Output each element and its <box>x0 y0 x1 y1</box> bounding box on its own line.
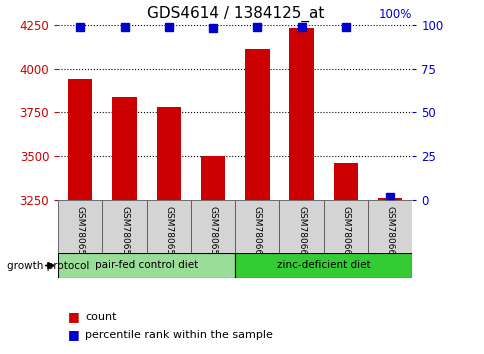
Text: ■: ■ <box>68 328 79 341</box>
Text: GSM780656: GSM780656 <box>76 206 85 261</box>
Text: GSM780662: GSM780662 <box>341 206 349 261</box>
Bar <box>200 156 225 200</box>
Text: percentile rank within the sample: percentile rank within the sample <box>85 330 272 339</box>
FancyBboxPatch shape <box>367 200 411 253</box>
Text: GSM780658: GSM780658 <box>164 206 173 261</box>
Text: GSM780660: GSM780660 <box>252 206 261 261</box>
Text: pair-fed control diet: pair-fed control diet <box>95 261 198 270</box>
Text: count: count <box>85 312 116 322</box>
FancyBboxPatch shape <box>235 200 279 253</box>
FancyBboxPatch shape <box>146 200 191 253</box>
FancyBboxPatch shape <box>191 200 235 253</box>
FancyBboxPatch shape <box>235 253 411 278</box>
FancyBboxPatch shape <box>323 200 367 253</box>
Text: growth protocol: growth protocol <box>7 261 90 271</box>
FancyBboxPatch shape <box>102 200 146 253</box>
Title: GDS4614 / 1384125_at: GDS4614 / 1384125_at <box>146 6 323 22</box>
Text: GSM780659: GSM780659 <box>208 206 217 261</box>
Text: GSM780661: GSM780661 <box>297 206 305 261</box>
Text: zinc-deficient diet: zinc-deficient diet <box>276 261 370 270</box>
Bar <box>245 49 269 200</box>
Text: ■: ■ <box>68 310 79 323</box>
Bar <box>156 107 181 200</box>
Bar <box>333 163 357 200</box>
Bar <box>68 79 92 200</box>
Text: 100%: 100% <box>378 8 411 21</box>
Bar <box>377 198 401 200</box>
Text: GSM780657: GSM780657 <box>120 206 129 261</box>
FancyBboxPatch shape <box>58 200 102 253</box>
FancyBboxPatch shape <box>279 200 323 253</box>
Bar <box>112 97 136 200</box>
Bar <box>289 28 313 200</box>
FancyBboxPatch shape <box>58 253 235 278</box>
Text: GSM780663: GSM780663 <box>385 206 394 261</box>
